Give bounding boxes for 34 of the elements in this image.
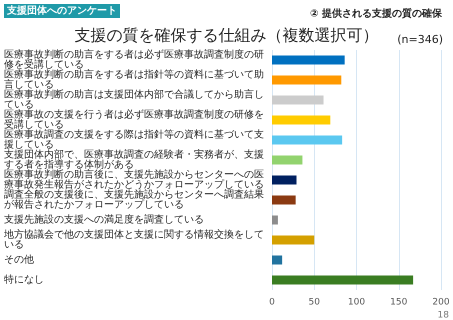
y-tick-label: 地方協議会で他の支援団体と支援に関する情報交換をしている xyxy=(3,228,264,250)
y-tick-label: 支援団体内部で、医療事故調査の経験者・実務者が、支援する者を指導する体制がある xyxy=(4,148,264,170)
bar xyxy=(272,176,297,184)
bar xyxy=(272,96,324,104)
y-tick-label: 支援先施設の支援への満足度を調査している xyxy=(4,214,204,226)
chart-subtitle: ② 提供される支援の質の確保 xyxy=(310,8,443,20)
text: (n=346) xyxy=(397,33,444,46)
x-tick-label: 0 xyxy=(269,298,276,308)
x-tick-label: 150 xyxy=(390,298,408,308)
x-tick-label: 100 xyxy=(348,298,366,308)
bar xyxy=(272,76,342,84)
bar xyxy=(272,116,330,124)
y-tick-label: 調査全般の支援後に、支援先施設からセンターへ調査結果が報告されたかフォローアップしている xyxy=(4,188,264,210)
y-tick-label: 医療事故判断の助言は支援団体内部で合議してから助言している xyxy=(4,88,264,110)
text: 18 xyxy=(438,310,450,320)
y-tick-label: 医療事故判断の助言後に、支援先施設からセンターへの医療事故発生報告がされたかどうかフォローアップしている xyxy=(4,168,264,190)
y-tick-label: その他 xyxy=(4,254,34,266)
y-tick-label: 医療事故判断の助言をする者は指針等の資料に基づいて助言している xyxy=(4,68,264,90)
chart-title: 支援の質を確保する仕組み（複数選択可） xyxy=(74,26,378,44)
bar xyxy=(272,196,296,204)
bar xyxy=(272,56,345,64)
y-tick-label: 医療事故調査の支援をする際は指針等の資料に基づいて支援している xyxy=(4,128,264,150)
text: 支援団体へのアンケート xyxy=(6,4,117,16)
x-tick-label: 200 xyxy=(432,298,450,308)
y-tick-label: 医療事故判断の助言をする者は必ず医療事故調査制度の研修を受講している xyxy=(4,48,264,70)
bar xyxy=(272,256,282,264)
bar xyxy=(272,156,302,164)
bar xyxy=(272,236,314,244)
y-tick-label: 医療事故の支援を行う者は必ず医療事故調査制度の研修を受講している xyxy=(4,108,264,130)
x-tick-label: 50 xyxy=(308,298,320,308)
y-tick-label: 特になし xyxy=(4,274,44,286)
bar xyxy=(272,136,342,144)
bar xyxy=(272,276,414,284)
bar xyxy=(272,216,278,224)
